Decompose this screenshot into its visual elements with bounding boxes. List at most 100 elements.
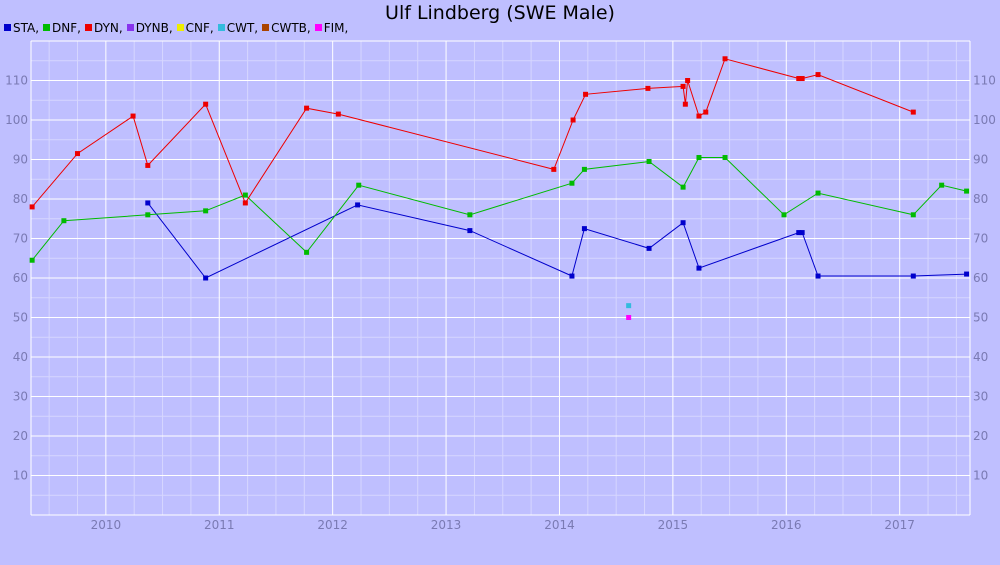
legend-swatch — [314, 24, 322, 31]
data-point-fim — [626, 315, 632, 320]
data-point-dyn — [680, 83, 686, 89]
x-tick-label: 2013 — [431, 518, 462, 532]
y-tick-label: 80 — [13, 192, 28, 206]
series-line-sta — [147, 202, 967, 279]
data-point-dyn — [910, 109, 916, 115]
data-point-dyn — [722, 56, 728, 62]
legend-label: DYNB, — [135, 21, 173, 35]
x-tick-label: 2010 — [91, 518, 122, 532]
data-point-dnf — [781, 212, 787, 218]
data-point-sta — [581, 226, 587, 232]
data-point-dyn — [570, 117, 576, 123]
legend-swatch — [126, 24, 134, 31]
data-point-dyn — [551, 166, 557, 172]
legend-item: FIM, — [314, 21, 349, 35]
data-point-dyn — [796, 76, 802, 82]
legend-label: DYN, — [93, 21, 123, 35]
data-point-dnf — [815, 190, 821, 196]
legend-label: FIM, — [323, 21, 349, 35]
x-tick-label: 2012 — [317, 518, 348, 532]
legend-item: CNF, — [176, 21, 214, 35]
data-point-sta — [203, 275, 209, 281]
legend-label: CWTB, — [271, 21, 311, 35]
data-point-dyn — [203, 101, 209, 107]
data-point-dyn — [304, 105, 310, 111]
legend: STA, DNF, DYN, DYNB, CNF, CWT, CWTB, FIM, — [4, 21, 352, 35]
series-line-dyn — [31, 58, 914, 208]
data-point-dyn — [130, 113, 136, 119]
data-point-dyn — [335, 111, 341, 117]
data-point-sta — [569, 273, 575, 279]
data-point-sta — [680, 220, 686, 226]
data-point-sta — [355, 202, 361, 208]
data-point-dyn — [29, 204, 35, 210]
data-point-dnf — [304, 249, 310, 255]
y-tick-label: 90 — [13, 153, 28, 167]
x-tick-label: 2011 — [204, 518, 235, 532]
legend-item: CWTB, — [262, 21, 311, 35]
y-tick-label: 100 — [5, 113, 28, 127]
major-grid — [31, 40, 970, 515]
legend-label: STA, — [13, 21, 40, 35]
y-tick-label: 70 — [13, 232, 28, 246]
x-tick-label: 2016 — [771, 518, 802, 532]
legend-item: STA, — [4, 21, 39, 35]
data-point-sta — [696, 265, 702, 271]
data-point-dyn — [815, 72, 821, 78]
y-tick-label-right: 70 — [973, 232, 988, 246]
axes — [30, 41, 971, 516]
data-point-dnf — [964, 188, 970, 194]
y-tick-label: 110 — [5, 74, 28, 88]
data-point-dnf — [939, 182, 945, 188]
legend-label: DNF, — [52, 21, 81, 35]
data-point-cwt — [626, 303, 632, 309]
data-point-dyn — [799, 76, 805, 82]
data-point-sta — [964, 271, 970, 277]
y-tick-label-right: 80 — [973, 192, 988, 206]
y-tick-label-right: 20 — [973, 429, 988, 443]
data-point-sta — [910, 273, 916, 279]
x-tick-label: 2015 — [658, 518, 689, 532]
data-point-sta — [815, 273, 821, 279]
legend-item: CWT, — [217, 21, 258, 35]
y-tick-label-right: 30 — [973, 390, 988, 404]
x-tick-label: 2017 — [884, 518, 915, 532]
y-tick-label-right: 40 — [973, 350, 988, 364]
data-point-dnf — [646, 158, 652, 164]
data-point-sta — [145, 200, 151, 206]
chart-title: Ulf Lindberg (SWE Male) — [385, 2, 615, 24]
data-point-dnf — [29, 257, 35, 263]
y-tick-label-right: 60 — [973, 271, 988, 285]
y-tick-label-right: 90 — [973, 153, 988, 167]
data-point-dyn — [645, 85, 651, 91]
data-point-dnf — [467, 212, 473, 218]
y-tick-label-right: 100 — [973, 113, 996, 127]
data-point-dnf — [696, 155, 702, 161]
data-point-dyn — [74, 151, 80, 157]
data-point-dyn — [685, 78, 691, 83]
y-tick-label: 40 — [13, 350, 28, 364]
legend-swatch — [176, 24, 184, 31]
y-tick-label: 10 — [13, 469, 28, 483]
legend-item: DYN, — [84, 21, 123, 35]
legend-item: DNF, — [43, 21, 81, 35]
data-point-dnf — [356, 182, 362, 188]
data-point-dyn — [145, 162, 151, 168]
x-tick-label: 2014 — [544, 518, 575, 532]
y-tick-label: 20 — [13, 429, 28, 443]
y-tick-label-right: 50 — [973, 311, 988, 325]
data-point-sta — [467, 228, 473, 234]
legend-item: DYNB, — [126, 21, 173, 35]
data-point-sta — [646, 245, 652, 251]
series-points — [29, 56, 970, 320]
data-point-dyn — [696, 113, 702, 119]
legend-label: CNF, — [185, 21, 214, 35]
legend-swatch — [4, 24, 11, 31]
data-point-dnf — [581, 166, 587, 172]
data-point-dnf — [242, 192, 248, 198]
tick-labels: 10 10 20 20 30 30 40 40 50 50 60 60 70 70 80 80 90 90 100 1… — [5, 74, 996, 533]
data-point-dyn — [583, 91, 589, 97]
y-tick-label-right: 110 — [973, 74, 996, 88]
y-tick-label: 30 — [13, 390, 28, 404]
data-point-sta — [799, 230, 805, 236]
